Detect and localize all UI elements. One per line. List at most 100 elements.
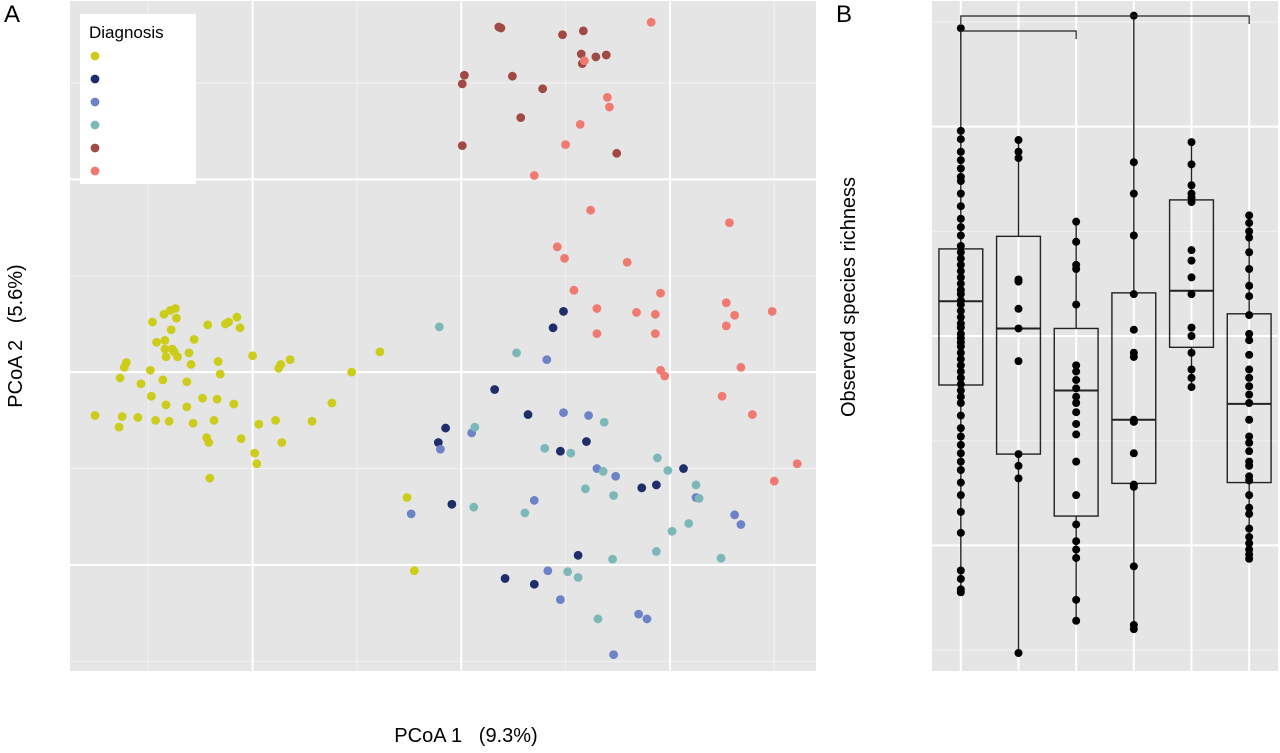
box-point-uc [1187,256,1196,265]
scatter-point-psc-uc [566,448,576,458]
scatter-point-psc-uc [694,494,704,503]
box-point-psc-uc [1072,392,1081,401]
scatter-point-psc-cd [555,595,565,605]
box-point-uc [1187,273,1196,282]
box-point-psc-only [1014,147,1023,156]
scatter-point-hc [252,459,262,469]
box-point-psc-cd [1129,625,1138,634]
legend-title: Diagnosis [89,23,164,42]
scatter-point-uc [457,141,467,151]
box-point-psc-cd [1129,449,1138,458]
scatter-point-uc [538,84,548,94]
scatter-point-psc-cd [529,495,539,505]
box-point-hc [956,241,965,250]
scatter-point-hc [277,438,287,447]
box-point-hc [956,342,965,351]
box-point-psc-cd [1129,352,1138,361]
box-point-psc-only [1014,154,1023,163]
box-point-uc [1187,198,1196,206]
box-point-psc-cd [1129,189,1138,198]
scatter-point-psc-cd [736,520,746,529]
scatter-point-psc-only [433,438,443,447]
box-point-hc [956,248,965,257]
box-point-hc [956,214,965,223]
scatter-point-hc [402,493,412,502]
scatter-point-hc [254,419,264,429]
box-point-hc [956,386,965,395]
box-point-psc-cd [1129,325,1138,334]
scatter-point-cd [569,285,579,295]
box-point-cd [1245,524,1254,533]
scatter-point-hc [136,379,146,389]
scatter-point-psc-uc [691,480,701,490]
scatter-point-cd [632,307,641,317]
box-point-cd [1245,533,1254,541]
scatter-point-hc [209,415,219,425]
box-point-psc-uc [1072,545,1081,554]
panel-b-boxplot: Observed species richness [838,1,1278,671]
box-point-hc [956,202,965,211]
scatter-point-psc-only [548,323,558,333]
box-point-hc [956,231,965,240]
scatter-point-uc [496,23,506,33]
box-psc-uc [1053,327,1099,517]
scatter-point-cd [552,242,562,252]
box-point-cd [1245,211,1254,220]
scatter-point-psc-uc [593,614,603,624]
scatter-point-hc [182,402,192,412]
box-point-cd [1245,447,1254,456]
box-point-psc-uc [1072,384,1081,393]
box-point-cd [1245,248,1254,257]
box-point-hc [956,399,965,407]
box-point-hc [956,380,965,389]
box-point-cd [1245,373,1254,382]
scatter-point-hc [285,355,295,365]
box-point-psc-cd [1129,158,1138,167]
scatter-point-uc [507,71,517,81]
box-point-hc [956,361,965,370]
scatter-point-hc [117,412,127,421]
box-point-hc [956,373,965,382]
box-point-cd [1245,503,1254,512]
box-point-cd [1245,476,1254,485]
scatter-point-hc [119,362,129,372]
scatter-point-psc-only [573,550,583,560]
scatter-point-psc-only [529,579,539,589]
box-point-cd [1245,227,1254,236]
box-point-hc [956,189,965,198]
scatter-point-psc-cd [611,471,621,481]
box-point-psc-uc [1072,491,1081,500]
box-point-psc-cd [1129,482,1138,491]
box-point-psc-uc [1072,520,1081,529]
scatter-point-hc [115,373,125,383]
scatter-point-hc [159,309,169,319]
scatter-point-psc-cd [642,614,652,624]
scatter-point-psc-uc [512,348,521,358]
legend-key-cd [90,166,100,176]
scatter-point-psc-cd [634,609,644,619]
scatter-point-cd [769,476,779,486]
box-point-hc [956,392,965,401]
scatter-point-uc [558,30,567,40]
scatter-point-hc [271,415,280,425]
box-point-hc [956,156,965,165]
scatter-point-psc-uc [653,453,662,463]
scatter-point-cd [721,298,731,308]
box-point-cd [1245,438,1254,447]
panel-a-x-axis-title: PCoA 1 (9.3%) [394,725,537,747]
box-point-psc-cd [1129,417,1138,426]
scatter-point-hc [186,360,196,369]
scatter-point-uc [457,79,467,89]
box-point-uc [1187,160,1196,169]
box-point-psc-uc [1072,408,1081,417]
scatter-point-psc-only [637,483,647,493]
box-point-hc [956,267,965,276]
scatter-point-cd [592,329,602,338]
box-point-uc [1187,181,1196,190]
box-point-hc [956,478,965,487]
box-point-cd [1245,382,1254,391]
box-point-hc [956,355,965,364]
scatter-point-psc-cd [584,411,593,420]
box-point-cd [1245,432,1254,441]
panel-a-points [90,17,802,660]
